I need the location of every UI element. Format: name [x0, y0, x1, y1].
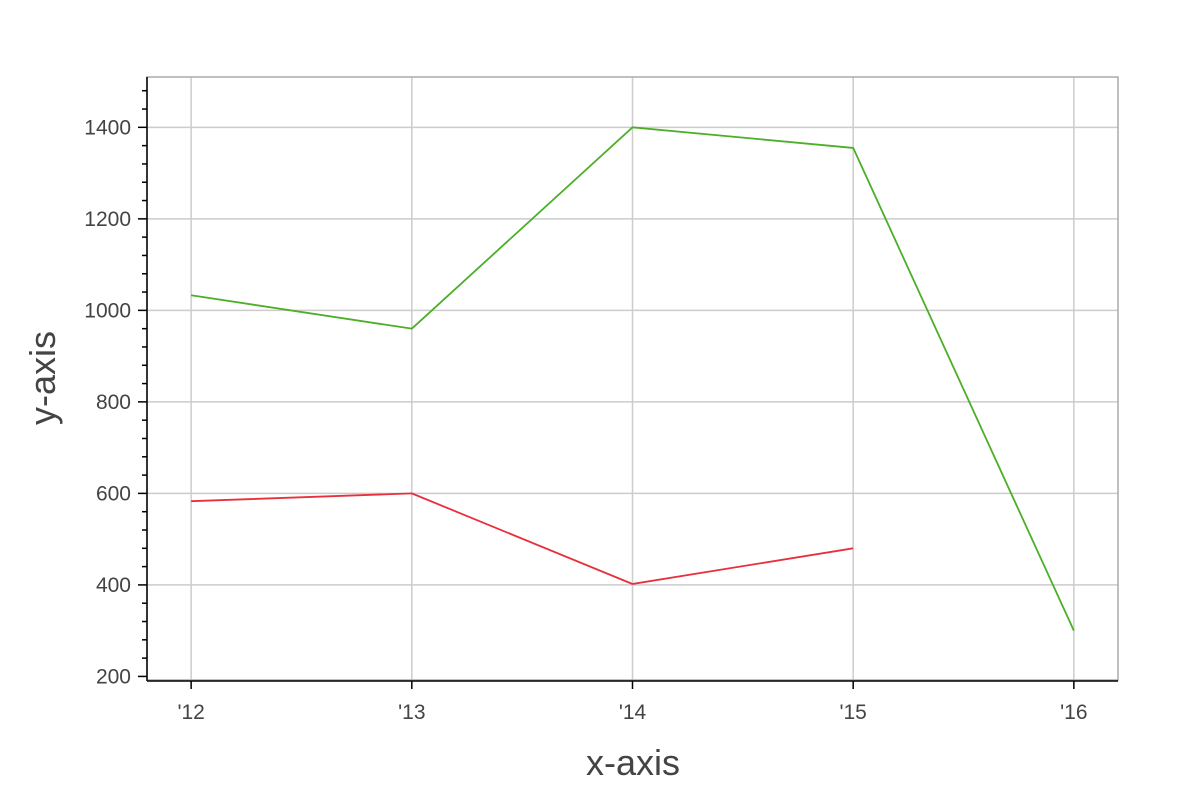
x-tick-label: '13	[398, 701, 425, 724]
y-axis-ticks: 200 400 600 800 1000 1200 1400	[84, 89, 147, 688]
series-line	[191, 492, 854, 585]
y-tick-label: 800	[96, 391, 131, 414]
y-tick-label: 200	[96, 665, 131, 688]
x-axis-ticks: '12 '13 '14 '15 '16	[177, 681, 1088, 724]
grid-lines	[147, 77, 1118, 681]
series-lines	[191, 126, 1075, 632]
y-tick-label: 1200	[84, 208, 131, 231]
y-axis-title: y-axis	[22, 331, 63, 425]
x-tick-label: '15	[839, 701, 866, 724]
y-tick-label: 1000	[84, 299, 131, 322]
x-tick-label: '12	[177, 701, 204, 724]
x-tick-label: '14	[619, 701, 647, 724]
series-line	[191, 126, 1075, 632]
y-tick-label: 600	[96, 482, 131, 505]
y-tick-label: 400	[96, 574, 131, 597]
y-tick-label: 1400	[84, 116, 131, 139]
x-tick-label: '16	[1060, 701, 1087, 724]
x-axis-title: x-axis	[586, 742, 680, 783]
